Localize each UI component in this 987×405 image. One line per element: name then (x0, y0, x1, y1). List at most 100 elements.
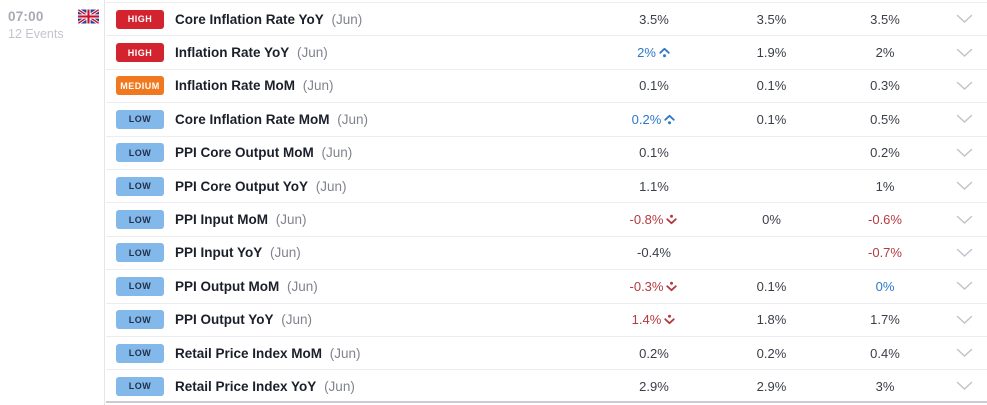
prior-value-text: 0.5% (870, 111, 900, 127)
forecast-value: 0.2% (714, 346, 829, 361)
expand-row-button[interactable] (941, 81, 987, 91)
importance-badge: LOW (116, 343, 164, 363)
event-row[interactable]: LOW Retail Price Index YoY (Jun) 2.9% 2.… (106, 369, 987, 401)
event-name: PPI Output YoY (Jun) (175, 312, 312, 327)
event-row[interactable]: LOW PPI Core Output YoY (Jun) 1.1% (106, 168, 987, 202)
forecast-value-text: 1.9% (756, 45, 787, 61)
forecast-value-text: 1.8% (756, 312, 787, 328)
event-name-text: Core Inflation Rate YoY (175, 11, 324, 27)
event-name-text: PPI Input MoM (175, 212, 268, 228)
prior-value-text: 2% (875, 45, 895, 61)
expand-row-button[interactable] (941, 181, 987, 191)
expand-row-button[interactable] (941, 248, 987, 258)
actual-value-text: -0.4% (637, 245, 671, 261)
actual-value: 0.2% (594, 112, 714, 127)
event-period: (Jun) (293, 45, 328, 61)
event-name-text: Retail Price Index MoM (175, 345, 323, 361)
event-row[interactable]: HIGH Core Inflation Rate YoY (Jun) 3.5% … (106, 2, 987, 35)
actual-value-text: 0.1% (639, 78, 669, 94)
event-name-text: PPI Core Output YoY (175, 178, 309, 194)
expand-row-button[interactable] (941, 14, 987, 24)
actual-value: 1.4% (594, 312, 714, 327)
prior-value-text: 1.7% (870, 312, 900, 328)
expand-row-button[interactable] (941, 315, 987, 325)
event-name: PPI Core Output YoY (Jun) (175, 179, 347, 194)
prior-value-text: 0% (875, 278, 895, 294)
prior-value: 0.5% (829, 112, 941, 127)
actual-value: 1.1% (594, 179, 714, 194)
event-row[interactable]: LOW PPI Output MoM (Jun) -0.3% 0.1% (106, 269, 987, 302)
importance-badge: LOW (116, 210, 164, 230)
actual-value-text: 3.5% (639, 11, 669, 27)
chevron-down-icon (956, 382, 972, 391)
forecast-value-text: 0.1% (756, 278, 787, 294)
actual-miss-down-icon (666, 214, 678, 225)
actual-beat-up-icon (659, 47, 670, 58)
expand-row-button[interactable] (941, 281, 987, 291)
expand-row-button[interactable] (941, 48, 987, 58)
chevron-down-icon (956, 215, 972, 224)
prior-value: 3% (829, 379, 941, 394)
expand-row-button[interactable] (941, 148, 987, 158)
prior-value-text: 1% (875, 178, 895, 194)
actual-value: 0.1% (594, 145, 714, 160)
actual-value-text: -0.3% (629, 278, 664, 294)
importance-badge: LOW (116, 143, 164, 163)
expand-row-button[interactable] (941, 215, 987, 225)
prior-value: -0.7% (829, 245, 941, 260)
events-count: 12 Events (8, 27, 64, 41)
expand-row-button[interactable] (941, 381, 987, 391)
importance-badge: LOW (116, 276, 164, 296)
importance-badge: LOW (116, 310, 164, 330)
expand-row-button[interactable] (941, 348, 987, 358)
event-row[interactable]: LOW PPI Output YoY (Jun) 1.4% 1.8% (106, 302, 987, 336)
event-period: (Jun) (312, 178, 347, 194)
chevron-down-icon (956, 148, 972, 157)
event-row[interactable]: LOW PPI Input YoY (Jun) -0.4% - (106, 235, 987, 269)
actual-value: -0.8% (594, 212, 714, 227)
prior-value-text: 0.2% (870, 145, 900, 161)
prior-value: 3.5% (829, 12, 941, 27)
importance-badge: MEDIUM (116, 76, 164, 96)
event-name-text: Inflation Rate YoY (175, 45, 290, 61)
event-row[interactable]: HIGH Inflation Rate YoY (Jun) 2% 1.9% (106, 35, 987, 68)
prior-value: -0.6% (829, 212, 941, 227)
actual-value-text: 0.2% (631, 111, 662, 127)
event-name-text: Core Inflation Rate MoM (175, 111, 330, 127)
chevron-down-icon (956, 48, 972, 57)
prior-value-text: 3.5% (870, 11, 900, 27)
chevron-down-icon (956, 81, 972, 90)
prior-value-text: 0.3% (870, 78, 900, 94)
forecast-value: 0.1% (714, 279, 829, 294)
event-row[interactable]: LOW Retail Price Index MoM (Jun) 0.2% 0.… (106, 335, 987, 369)
event-period: (Jun) (271, 212, 307, 228)
prior-value: 2% (829, 45, 941, 60)
forecast-value-text: 0.1% (756, 111, 787, 127)
actual-value-text: 1.4% (631, 312, 662, 328)
prior-value-text: -0.6% (868, 212, 902, 228)
forecast-value: 2.9% (714, 379, 829, 394)
forecast-value: 1.9% (714, 45, 829, 60)
event-row[interactable]: LOW Core Inflation Rate MoM (Jun) 0.2% 0… (106, 102, 987, 135)
actual-value-text: 0.2% (639, 345, 669, 361)
event-period: (Jun) (326, 345, 361, 361)
actual-value-text: -0.8% (629, 212, 664, 228)
event-name-text: PPI Core Output MoM (175, 145, 314, 161)
event-row[interactable]: LOW PPI Input MoM (Jun) -0.8% 0% (106, 202, 987, 235)
forecast-value-text: 2.9% (756, 378, 787, 394)
importance-badge: LOW (116, 109, 164, 129)
event-row[interactable]: LOW PPI Core Output MoM (Jun) 0.1% (106, 135, 987, 169)
event-name-text: Retail Price Index YoY (175, 378, 317, 394)
expand-row-button[interactable] (941, 114, 987, 124)
actual-value-text: 1.1% (639, 178, 669, 194)
chevron-down-icon (956, 181, 972, 191)
prior-value: 1.7% (829, 312, 941, 327)
actual-miss-down-icon (666, 281, 678, 291)
event-period: (Jun) (327, 11, 363, 27)
event-row[interactable]: MEDIUM Inflation Rate MoM (Jun) 0.1% 0.1… (106, 68, 987, 102)
forecast-value: 0.1% (714, 78, 829, 93)
chevron-down-icon (956, 348, 972, 358)
chevron-down-icon (956, 282, 972, 291)
prior-value: 0.2% (829, 145, 941, 160)
